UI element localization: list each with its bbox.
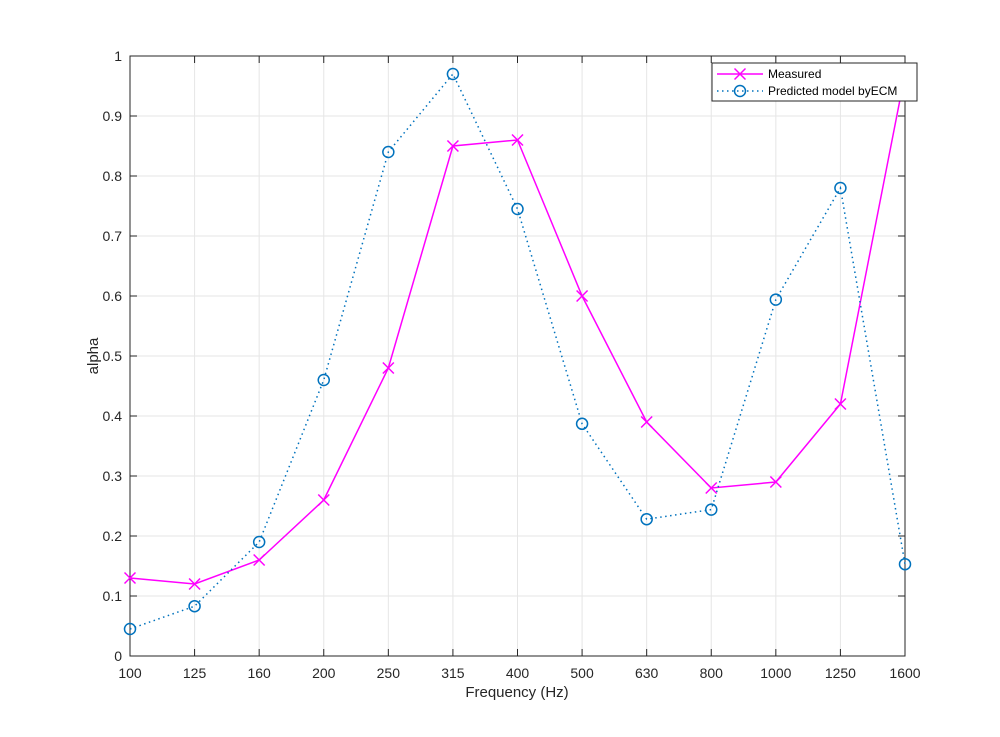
y-tick-label: 0.3 (103, 468, 123, 484)
data-point-x (253, 553, 266, 567)
legend-box (711, 62, 918, 102)
data-point-x (123, 571, 137, 585)
x-tick-label: 100 (118, 665, 142, 681)
legend-marker-x (733, 67, 747, 81)
x-tick-label: 160 (247, 665, 271, 681)
data-point-x (382, 361, 395, 375)
y-tick-label: 0 (114, 648, 122, 664)
x-tick-label: 315 (441, 665, 465, 681)
y-axis-label: alpha (85, 337, 102, 374)
y-tick-label: 0.4 (103, 408, 123, 424)
legend-label-measured: Measured (768, 67, 821, 81)
legend-label-predicted: Predicted model byECM (768, 84, 897, 98)
x-tick-label: 400 (506, 665, 530, 681)
data-point-x (640, 415, 653, 429)
y-tick-label: 0.7 (103, 228, 123, 244)
x-tick-label: 630 (635, 665, 659, 681)
data-point-x (188, 577, 201, 591)
data-point-circle (705, 503, 718, 516)
legend: Measured Predicted model byECM (711, 62, 918, 102)
x-tick-label: 800 (700, 665, 724, 681)
data-point-circle (575, 417, 589, 431)
x-tick-label: 1600 (889, 665, 920, 681)
y-tick-label: 1 (114, 48, 122, 64)
data-point-x (834, 397, 847, 411)
data-point-circle (382, 145, 395, 159)
data-point-circle (511, 202, 524, 216)
data-point-circle (123, 622, 137, 636)
data-point-x (769, 475, 782, 489)
y-tick-label: 0.9 (103, 108, 123, 124)
y-tick-label: 0.5 (103, 348, 123, 364)
series-0 (123, 67, 912, 591)
axis-ticks: 0 0.1 0.2 0.3 0.4 0.5 0.6 0.7 0.8 0.9 1 100 125 160 20… (103, 48, 921, 681)
y-tick-label: 0.8 (103, 168, 123, 184)
x-tick-label: 250 (377, 665, 401, 681)
series-layer (123, 67, 912, 636)
legend-marker-circle (733, 84, 747, 98)
data-point-circle (898, 557, 912, 571)
series-1 (123, 67, 912, 636)
x-tick-label: 125 (183, 665, 207, 681)
data-point-circle (769, 293, 783, 306)
data-point-x (576, 289, 589, 303)
data-point-circle (252, 535, 266, 549)
legend-marker-predicted (733, 84, 747, 98)
data-point-circle (640, 512, 653, 526)
legend-marker-measured (733, 67, 747, 81)
grid-lines (130, 56, 905, 656)
data-point-x (705, 481, 718, 495)
series-line (129, 72, 906, 630)
y-tick-label: 0.1 (103, 588, 123, 604)
x-axis-label: Frequency (Hz) (465, 684, 568, 701)
x-tick-label: 1250 (825, 665, 856, 681)
data-point-x (317, 493, 330, 507)
data-point-circle (446, 67, 460, 81)
x-tick-label: 200 (312, 665, 336, 681)
data-point-x (446, 139, 459, 153)
y-tick-label: 0.6 (103, 288, 123, 304)
data-point-circle (834, 181, 847, 195)
x-tick-label: 500 (570, 665, 594, 681)
data-point-circle (188, 599, 201, 613)
y-tick-label: 0.2 (103, 528, 123, 544)
data-point-circle (317, 373, 330, 387)
x-tick-label: 1000 (760, 665, 791, 681)
data-point-x (511, 133, 524, 147)
